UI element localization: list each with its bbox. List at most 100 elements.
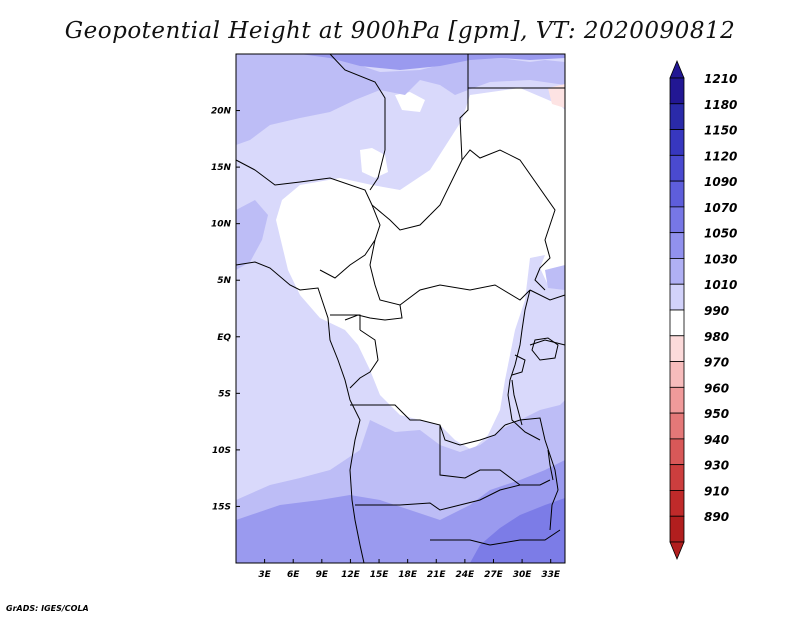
colorbar-swatch: [669, 232, 685, 259]
colorbar-swatch: [669, 129, 685, 156]
border-east-africa: [507, 289, 541, 441]
lake-victoria: [531, 337, 559, 361]
colorbar-label: 930: [704, 459, 729, 473]
colorbar-label: 1070: [704, 201, 737, 215]
colorbar-swatch: [669, 412, 685, 440]
lon-tick-label: 3E: [258, 570, 271, 580]
border-uganda-kenya: [529, 289, 566, 301]
colorbar-swatch: [669, 335, 685, 362]
lon-tick-label: 24E: [456, 570, 476, 580]
colorbar-label: 1090: [704, 175, 737, 189]
border-car-north: [369, 239, 531, 306]
border-cameroon-gabon: [330, 314, 361, 330]
lon-tick-label: 33E: [541, 570, 561, 580]
border-kenya-tanzania: [529, 339, 566, 346]
lat-axis-labels: 20N 15N 10N 5N EQ 5S 10S 15S: [211, 107, 232, 513]
lat-tick-label: 10N: [211, 220, 232, 230]
colorbar-label: 1150: [704, 124, 737, 138]
border-niger-chad: [429, 54, 469, 216]
colorbar-swatch: [669, 361, 685, 388]
field-1050-south: [236, 460, 565, 563]
lat-tick-label: 5S: [218, 389, 231, 399]
lon-tick-label: 6E: [287, 570, 300, 580]
border-botswana: [430, 539, 491, 546]
lon-tick-label: 18E: [398, 570, 418, 580]
colorbar-label: 910: [704, 484, 729, 498]
lake-malawi: [547, 449, 554, 481]
coastline-west-africa: [235, 261, 365, 564]
border-car-south: [344, 304, 403, 321]
field-1030-north: [236, 54, 565, 145]
colorbar-label: 960: [704, 381, 729, 395]
field-990-northeast: [548, 84, 565, 108]
field-1030-west: [236, 200, 268, 270]
colorbar-swatch: [669, 309, 685, 337]
lat-tick-label: EQ: [217, 333, 231, 343]
map-panel: 20N 15N 10N 5N EQ 5S 10S 15S 3E 6E 9E 12E 15E 18E 21E…: [211, 53, 566, 580]
colorbar-swatch: [669, 154, 685, 182]
colorbar-swatch: [669, 515, 685, 543]
colorbar-swatch: [669, 490, 685, 517]
chart-title: Geopotential Height at 900hPa [gpm], VT:…: [64, 18, 736, 44]
lat-tick-label: 5N: [217, 276, 231, 286]
colorbar-swatch: [669, 386, 685, 414]
lon-tick-label: 30E: [513, 570, 533, 580]
border-sahara-north: [329, 53, 386, 191]
border-congo: [349, 329, 379, 389]
lat-tick-label: 15N: [211, 163, 232, 173]
colorbar: 1210 1180 1150 1120 1090 1070 1050 1030 1010 990 9…: [669, 59, 737, 561]
colorbar-label: 1120: [704, 149, 737, 163]
border-mozambique: [544, 439, 559, 531]
colorbar-swatch: [669, 438, 685, 466]
border-rwanda-burundi: [511, 354, 526, 376]
colorbar-label: 1180: [704, 98, 737, 112]
colorbar-label: 940: [704, 433, 729, 447]
lat-tick-label: 15S: [212, 502, 231, 512]
colorbar-label: 1050: [704, 227, 737, 241]
field-white-patch: [395, 92, 425, 112]
colorbar-label: 970: [704, 356, 729, 370]
field-white-patch: [360, 148, 388, 178]
colorbar-swatch: [669, 206, 685, 234]
border-nigeria-east: [371, 204, 431, 231]
colorbar-top-arrow: [669, 59, 685, 79]
border-chad-sudan: [461, 149, 556, 291]
colorbar-label: 1010: [704, 278, 737, 292]
border-south-zimbabwe: [489, 529, 561, 546]
colorbar-label: 890: [704, 510, 729, 524]
border-tanzania-zambia: [504, 417, 546, 441]
border-angola-namibia: [355, 502, 461, 511]
lon-tick-label: 12E: [341, 570, 361, 580]
colorbar-label: 990: [704, 304, 729, 318]
field-1030-east: [545, 265, 565, 290]
colorbar-bottom-arrow: [669, 541, 685, 561]
lon-axis-labels: 3E 6E 9E 12E 15E 18E 21E 24E 27E 30E 33E: [258, 570, 560, 580]
colorbar-swatch: [669, 180, 685, 208]
colorbar-label: 980: [704, 330, 729, 344]
field-1070-southeast: [470, 498, 565, 563]
lon-tick-label: 27E: [484, 570, 504, 580]
lon-tick-label: 9E: [316, 570, 329, 580]
grads-credit: GrADS: IGES/COLA: [6, 604, 89, 613]
colorbar-swatch: [669, 103, 685, 130]
colorbar-label: 1210: [704, 72, 737, 86]
lat-tick-label: 10S: [212, 446, 231, 456]
field-interior-white: [276, 88, 565, 450]
colorbar-swatch: [669, 258, 685, 285]
lake-tanganyika: [511, 379, 523, 426]
lat-tick-label: 20N: [211, 107, 232, 117]
colorbar-label: 1030: [704, 252, 737, 266]
border-drc-angola: [350, 404, 506, 446]
colorbar-label: 950: [704, 407, 729, 421]
country-boundaries: [235, 53, 566, 564]
border-angola-zambia: [439, 425, 521, 486]
axis-tick-marks: [236, 110, 552, 563]
colorbar-swatch: [669, 283, 685, 311]
colorbar-swatch: [669, 464, 685, 491]
lon-tick-label: 15E: [370, 570, 390, 580]
field-1050-north: [236, 54, 565, 70]
colorbar-swatch: [669, 77, 685, 105]
border-zambia-zimbabwe: [459, 479, 551, 506]
lon-tick-label: 21E: [427, 570, 447, 580]
